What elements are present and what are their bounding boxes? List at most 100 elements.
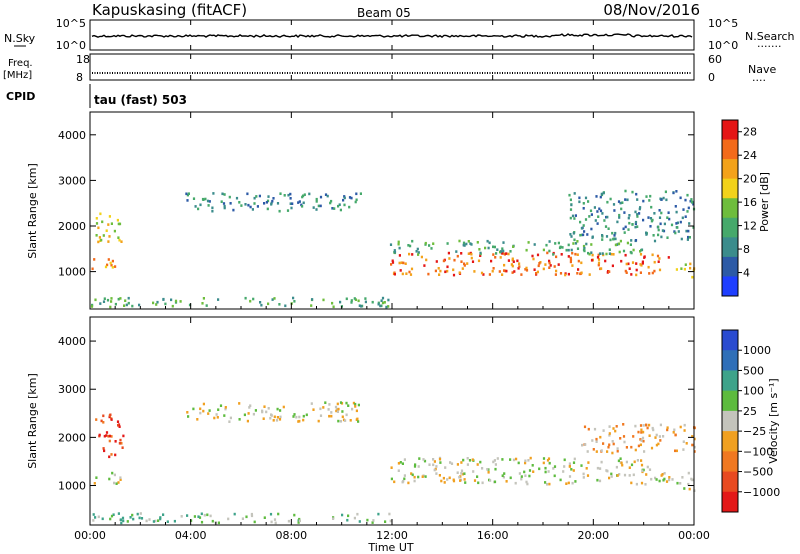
scatter-cell — [612, 427, 615, 430]
scatter-cell — [590, 213, 593, 216]
scatter-cell — [421, 475, 424, 478]
scatter-cell — [95, 476, 98, 479]
scatter-cell — [186, 199, 189, 202]
scatter-cell — [219, 404, 223, 407]
scatter-cell — [572, 232, 575, 235]
scatter-cell — [333, 207, 336, 210]
scatter-cell — [460, 461, 463, 464]
scatter-cell — [315, 197, 318, 201]
scatter-cell — [393, 272, 396, 276]
scatter-cell — [337, 419, 340, 423]
scatter-cell — [634, 424, 637, 428]
scatter-cell — [409, 273, 413, 276]
scatter-cell — [194, 205, 197, 208]
scatter-cell — [618, 216, 621, 219]
scatter-cell — [672, 431, 675, 434]
scatter-cell — [538, 262, 541, 265]
scatter-cell — [110, 453, 113, 456]
scatter-cell — [650, 446, 654, 450]
scatter-cell — [554, 273, 557, 276]
scatter-cell — [263, 516, 266, 519]
scatter-cell — [277, 512, 280, 516]
scatter-cell — [570, 468, 573, 471]
scatter-cell — [592, 448, 595, 451]
scatter-cell — [542, 457, 546, 460]
scatter-cell — [437, 267, 440, 270]
scatter-cell — [568, 462, 571, 465]
scatter-cell — [297, 519, 300, 522]
scatter-cell — [598, 252, 602, 255]
scatter-cell — [139, 512, 142, 515]
scatter-cell — [579, 233, 582, 237]
scatter-cell — [98, 236, 101, 239]
scatter-cell — [403, 474, 406, 477]
scatter-cell — [611, 231, 614, 235]
scatter-cell — [380, 299, 383, 302]
velocity-ylabel: Slant Range [km] — [26, 373, 39, 469]
x-tick-label: 12:00 — [376, 529, 408, 542]
scatter-cell — [642, 424, 645, 427]
scatter-cell — [397, 469, 400, 472]
scatter-cell — [188, 303, 192, 307]
power-colorbar-swatch — [722, 159, 738, 180]
scatter-cell — [470, 256, 473, 260]
scatter-cell — [289, 192, 292, 196]
scatter-cell — [119, 297, 122, 300]
scatter-cell — [503, 253, 506, 256]
scatter-cell — [570, 203, 573, 207]
scatter-cell — [186, 514, 189, 517]
scatter-cell — [634, 239, 638, 242]
scatter-cell — [401, 272, 404, 276]
scatter-cell — [438, 273, 441, 276]
scatter-cell — [594, 219, 597, 222]
scatter-cell — [327, 408, 330, 411]
scatter-cell — [562, 470, 565, 473]
scatter-cell — [397, 462, 400, 465]
scatter-cell — [371, 521, 374, 524]
scatter-cell — [573, 192, 576, 195]
velocity-colorbar-swatch — [722, 330, 738, 351]
scatter-cell — [252, 412, 255, 416]
scatter-cell — [630, 463, 634, 467]
scatter-cell — [532, 257, 535, 261]
y-tick-label: 3000 — [58, 174, 86, 187]
scatter-cell — [598, 479, 602, 483]
scatter-cell — [484, 246, 487, 250]
scatter-cell — [638, 212, 641, 215]
scatter-cell — [108, 235, 111, 238]
scatter-cell — [125, 303, 128, 307]
scatter-cell — [428, 463, 431, 466]
scatter-cell — [276, 416, 279, 419]
scatter-cell — [114, 265, 117, 268]
scatter-cell — [328, 403, 331, 406]
scatter-cell — [94, 298, 97, 302]
scatter-cell — [353, 516, 356, 520]
scatter-cell — [117, 236, 120, 239]
power-ylabel: Slant Range [km] — [26, 163, 39, 259]
scatter-cell — [174, 301, 178, 304]
scatter-cell — [574, 214, 577, 217]
scatter-cell — [553, 474, 556, 478]
scatter-cell — [542, 248, 545, 252]
scatter-cell — [297, 420, 300, 423]
scatter-cell — [212, 192, 215, 195]
scatter-cell — [336, 408, 339, 411]
scatter-cell — [665, 480, 669, 483]
scatter-cell — [595, 450, 598, 453]
scatter-cell — [399, 269, 402, 272]
scatter-cell — [95, 217, 98, 220]
scatter-cell — [113, 473, 116, 477]
scatter-cell — [207, 204, 210, 207]
station-title: Kapuskasing (fitACF) — [92, 1, 247, 19]
scatter-cell — [683, 267, 686, 271]
scatter-cell — [247, 412, 250, 415]
scatter-cell — [624, 189, 627, 193]
scatter-cell — [413, 475, 416, 479]
scatter-cell — [524, 459, 527, 463]
scatter-cell — [108, 215, 111, 218]
scatter-cell — [639, 438, 642, 441]
scatter-cell — [233, 512, 236, 516]
nsearch-tick-top: 10^5 — [708, 17, 738, 30]
scatter-cell — [624, 253, 627, 257]
scatter-cell — [205, 304, 208, 307]
